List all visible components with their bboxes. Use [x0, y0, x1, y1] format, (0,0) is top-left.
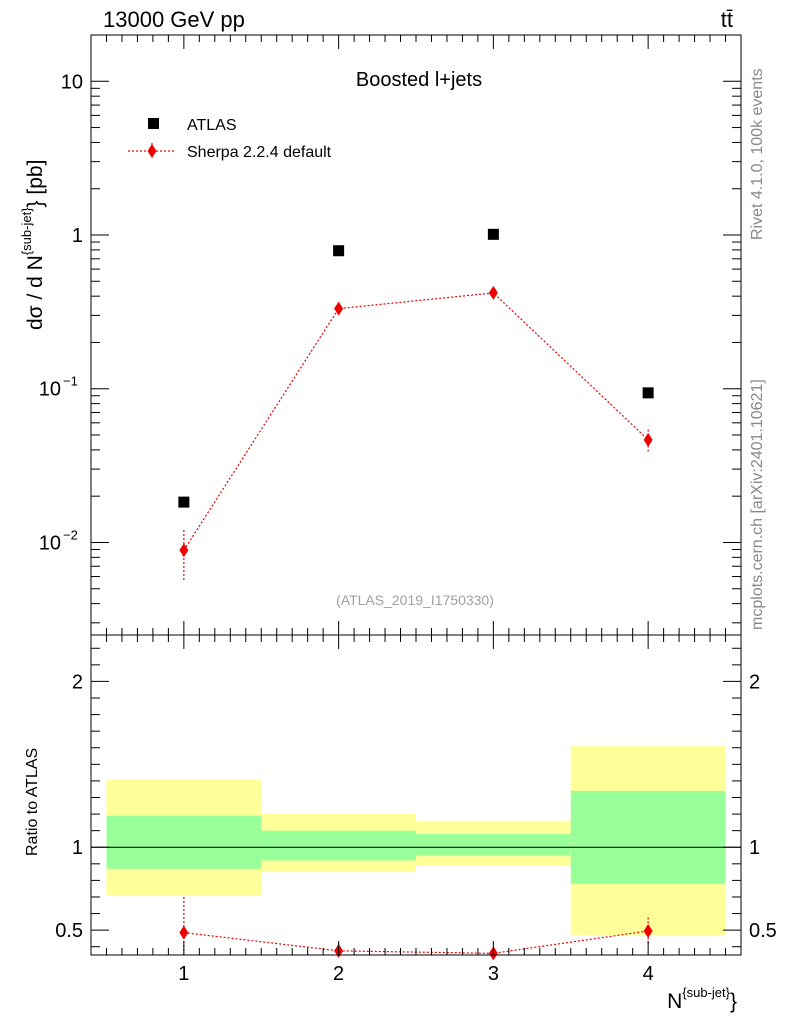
- main-plot-area: [178, 228, 654, 580]
- atlas-point: [178, 496, 190, 508]
- sherpa-line: [183, 292, 649, 551]
- ratio-y-tick-label: 0.5: [55, 920, 83, 942]
- uncertainty-band-green: [106, 815, 262, 869]
- ratio-plot-area: [91, 746, 741, 961]
- atlas-point: [642, 387, 654, 399]
- mcplots-label: mcplots.cern.ch [arXiv:2401.10621]: [749, 379, 766, 630]
- main-y-tick-label: 1: [72, 225, 83, 247]
- x-tick-label: 4: [643, 963, 654, 985]
- ratio-y-tick-label-right: 2: [749, 671, 760, 693]
- atlas-point: [487, 228, 499, 240]
- ratio-y-tick-label: 2: [72, 671, 83, 693]
- main-y-tick-label: 10: [39, 379, 61, 401]
- main-title: Boosted l+jets: [356, 69, 482, 91]
- uncertainty-band-green: [570, 790, 726, 884]
- uncertainty-band-green: [416, 833, 571, 856]
- main-y-tick-exponent: −1: [63, 374, 78, 389]
- legend-atlas-marker: [148, 118, 159, 129]
- legend-sherpa-label: Sherpa 2.2.4 default: [187, 144, 332, 161]
- ratio-y-tick-label: 1: [72, 837, 83, 859]
- legend-sherpa-marker: [147, 144, 157, 158]
- main-y-axis-label: dσ / d N{sub-jet}} [pb]: [19, 160, 47, 330]
- main-y-tick-label: 10: [39, 532, 61, 554]
- svg-text:dσ / d N{sub-jet}} [pb]: dσ / d N{sub-jet}} [pb]: [19, 160, 47, 330]
- ratio-y-tick-label-right: 1: [749, 837, 760, 859]
- main-y-tick-exponent: −2: [63, 527, 78, 542]
- ratio-panel: 0.5 0.5 1 1 2 2 1 2 3 4 Ratio to ATLAS N{sub-jet}…: [24, 634, 777, 1013]
- svg-text:N{sub-jet}}: N{sub-jet}}: [667, 985, 737, 1013]
- ratio-sherpa-point: [643, 923, 653, 938]
- energy-label: 13000 GeV pp: [103, 7, 245, 32]
- uncertainty-band-green: [261, 830, 416, 861]
- process-label: tt̄: [721, 7, 733, 32]
- main-y-tick-label: 10: [61, 71, 83, 93]
- ratio-sherpa-point: [179, 925, 189, 940]
- x-tick-label: 2: [333, 963, 344, 985]
- ratio-y-axis-label: Ratio to ATLAS: [24, 748, 41, 856]
- sherpa-point: [334, 301, 344, 316]
- sherpa-point: [643, 432, 653, 447]
- ratio-y-tick-label-right: 0.5: [749, 920, 777, 942]
- x-axis-label: N{sub-jet}}: [667, 985, 737, 1013]
- legend: ATLAS Sherpa 2.2.4 default: [128, 117, 332, 161]
- atlas-point: [333, 245, 345, 257]
- ratio-axes: 0.5 0.5 1 1 2 2 1 2 3 4: [55, 635, 777, 985]
- rivet-label: Rivet 4.1.0, 100k events: [749, 68, 766, 240]
- x-tick-label: 1: [178, 963, 189, 985]
- analysis-label: (ATLAS_2019_I1750330): [336, 592, 494, 608]
- sherpa-point: [179, 543, 189, 558]
- legend-atlas-label: ATLAS: [187, 117, 237, 134]
- x-tick-label: 3: [488, 963, 499, 985]
- sherpa-point: [488, 285, 498, 300]
